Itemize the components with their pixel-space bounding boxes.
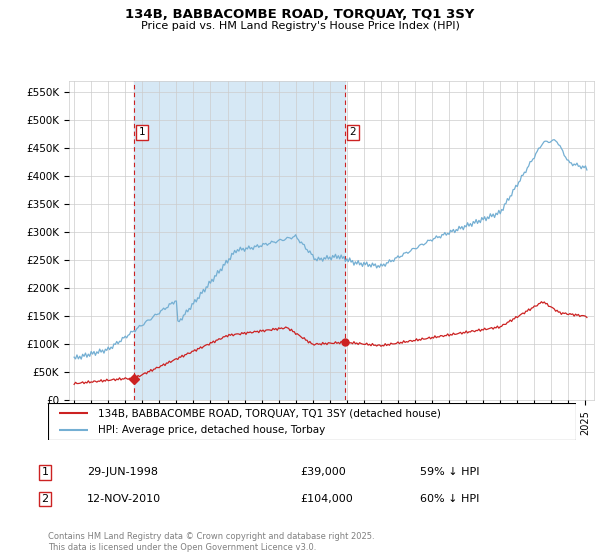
Text: 2: 2 [350, 127, 356, 137]
Text: Price paid vs. HM Land Registry's House Price Index (HPI): Price paid vs. HM Land Registry's House … [140, 21, 460, 31]
Text: 29-JUN-1998: 29-JUN-1998 [87, 467, 158, 477]
Text: 59% ↓ HPI: 59% ↓ HPI [420, 467, 479, 477]
Text: 12-NOV-2010: 12-NOV-2010 [87, 494, 161, 504]
Text: 134B, BABBACOMBE ROAD, TORQUAY, TQ1 3SY (detached house): 134B, BABBACOMBE ROAD, TORQUAY, TQ1 3SY … [98, 408, 441, 418]
Text: 1: 1 [139, 127, 145, 137]
Text: 1: 1 [41, 467, 49, 477]
Text: 134B, BABBACOMBE ROAD, TORQUAY, TQ1 3SY: 134B, BABBACOMBE ROAD, TORQUAY, TQ1 3SY [125, 8, 475, 21]
Text: £39,000: £39,000 [300, 467, 346, 477]
Text: £104,000: £104,000 [300, 494, 353, 504]
Text: 2: 2 [41, 494, 49, 504]
Text: HPI: Average price, detached house, Torbay: HPI: Average price, detached house, Torb… [98, 425, 325, 435]
Text: Contains HM Land Registry data © Crown copyright and database right 2025.
This d: Contains HM Land Registry data © Crown c… [48, 532, 374, 552]
Text: 60% ↓ HPI: 60% ↓ HPI [420, 494, 479, 504]
Bar [134, 81, 344, 400]
